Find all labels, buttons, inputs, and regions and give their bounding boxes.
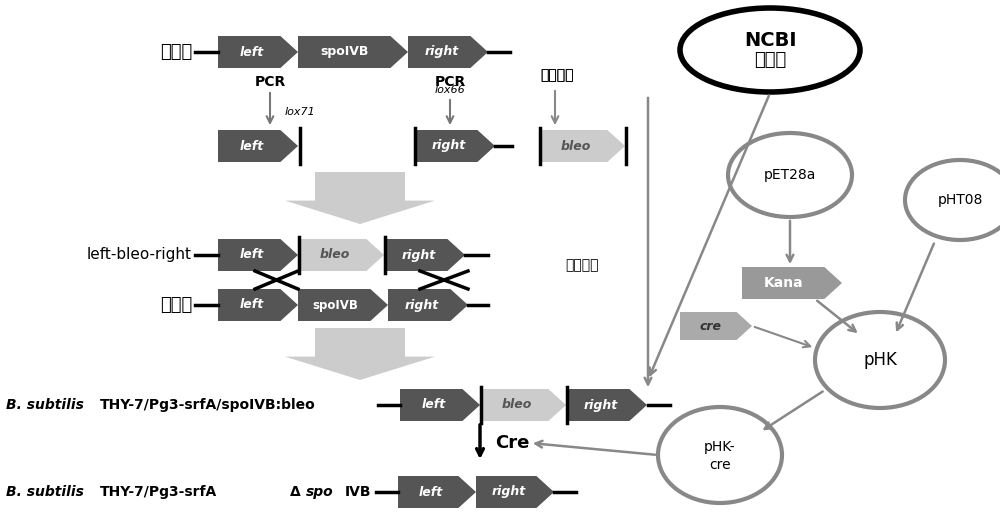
Text: right: right — [401, 248, 436, 262]
Text: right: right — [431, 140, 466, 153]
Text: lox66: lox66 — [435, 85, 466, 95]
Text: PCR: PCR — [434, 75, 466, 89]
Text: spoIVB: spoIVB — [320, 46, 368, 59]
Text: pHK: pHK — [863, 351, 897, 369]
Text: 基因合成: 基因合成 — [540, 68, 574, 82]
Text: 基因合成: 基因合成 — [565, 258, 598, 272]
Text: NCBI: NCBI — [744, 30, 796, 50]
Text: left-bleo-right: left-bleo-right — [87, 247, 192, 263]
Text: Δ: Δ — [290, 485, 301, 499]
Text: THY-7/Pg3-srfA: THY-7/Pg3-srfA — [100, 485, 217, 499]
Text: 数据库: 数据库 — [754, 51, 786, 69]
Text: lox71: lox71 — [285, 107, 316, 117]
Ellipse shape — [680, 8, 860, 92]
Text: cre: cre — [699, 320, 721, 333]
Polygon shape — [540, 130, 625, 162]
Text: spoIVB: spoIVB — [313, 299, 359, 312]
Polygon shape — [385, 239, 465, 271]
Text: Kana: Kana — [764, 276, 804, 290]
Text: bleo: bleo — [561, 140, 591, 153]
Text: right: right — [404, 299, 439, 312]
Text: pET28a: pET28a — [764, 168, 816, 182]
Text: 基因组: 基因组 — [160, 43, 192, 61]
Polygon shape — [285, 172, 435, 224]
Text: left: left — [419, 485, 443, 498]
Text: PCR: PCR — [254, 75, 286, 89]
Text: 基因组: 基因组 — [160, 296, 192, 314]
Text: B. subtilis: B. subtilis — [6, 485, 84, 499]
Polygon shape — [680, 312, 752, 340]
Text: spo: spo — [306, 485, 334, 499]
Ellipse shape — [815, 312, 945, 408]
Text: pHT08: pHT08 — [937, 193, 983, 207]
Polygon shape — [415, 130, 495, 162]
Text: bleo: bleo — [320, 248, 350, 262]
Text: left: left — [239, 248, 264, 262]
Text: right: right — [583, 399, 618, 412]
Polygon shape — [481, 389, 566, 421]
Polygon shape — [218, 289, 298, 321]
Text: right: right — [492, 485, 526, 498]
Text: right: right — [424, 46, 459, 59]
Polygon shape — [218, 239, 298, 271]
Text: pHK-: pHK- — [704, 440, 736, 454]
Polygon shape — [388, 289, 468, 321]
Text: 基因合成: 基因合成 — [540, 68, 574, 82]
Polygon shape — [476, 476, 554, 508]
Polygon shape — [299, 239, 384, 271]
Text: left: left — [239, 140, 264, 153]
Text: cre: cre — [709, 458, 731, 472]
Text: left: left — [239, 299, 264, 312]
Polygon shape — [742, 267, 842, 299]
Text: Cre: Cre — [495, 434, 529, 452]
Ellipse shape — [728, 133, 852, 217]
Polygon shape — [400, 389, 480, 421]
Polygon shape — [298, 36, 408, 68]
Polygon shape — [408, 36, 488, 68]
Ellipse shape — [905, 160, 1000, 240]
Text: B. subtilis: B. subtilis — [6, 398, 84, 412]
Polygon shape — [218, 130, 298, 162]
Text: IVB: IVB — [345, 485, 372, 499]
Polygon shape — [298, 289, 388, 321]
Ellipse shape — [658, 407, 782, 503]
Text: THY-7/Pg3-srfA/spoIVB:bleo: THY-7/Pg3-srfA/spoIVB:bleo — [100, 398, 316, 412]
Text: bleo: bleo — [502, 399, 532, 412]
Polygon shape — [398, 476, 476, 508]
Polygon shape — [567, 389, 647, 421]
Polygon shape — [218, 36, 298, 68]
Text: left: left — [421, 399, 446, 412]
Polygon shape — [285, 328, 435, 380]
Text: left: left — [239, 46, 264, 59]
